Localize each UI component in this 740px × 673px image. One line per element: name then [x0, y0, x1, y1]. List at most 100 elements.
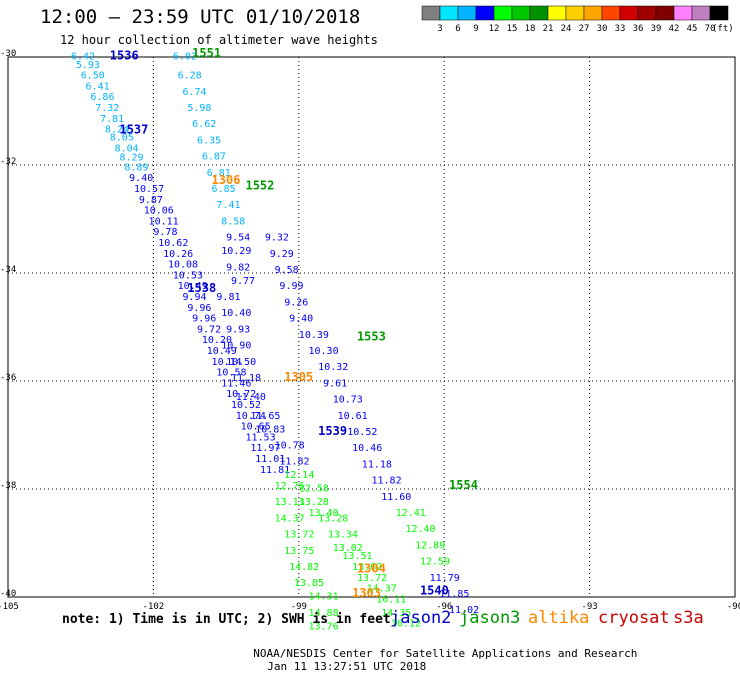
swh-point: 6.85: [212, 184, 236, 195]
y-tick-label: -34: [0, 265, 16, 275]
axes: -105 -102 -99 -96 -93 -90 -30 -32 -34 -36 -38 -40: [0, 49, 740, 612]
colorbar-swatch: [691, 5, 711, 21]
swh-point: 11.97: [250, 443, 280, 454]
plot-frame: [7, 56, 736, 598]
colorbar-label: 9: [473, 24, 478, 34]
x-tick-label: -102: [143, 602, 165, 612]
colorbar-swatch: [439, 5, 459, 21]
colorbar-label: 24: [561, 24, 572, 34]
swh-point: 5.98: [187, 103, 211, 114]
pass-number-label: 1305: [284, 370, 313, 384]
y-tick-label: -30: [0, 49, 16, 59]
swh-point: 10.62: [158, 238, 188, 249]
colorbar-label: 6: [455, 24, 460, 34]
legend-jason2: jason2: [390, 608, 452, 628]
swh-point: 11.40: [236, 392, 266, 403]
colorbar-swatch: [655, 5, 675, 21]
swh-point: 10.49: [178, 281, 208, 292]
swh-point: 9.77: [231, 276, 255, 287]
pass-number-label: 1536: [110, 49, 139, 63]
swh-point: 5.93: [76, 60, 100, 71]
swh-point: 11.01: [255, 454, 285, 465]
colorbar-swatch: [547, 5, 567, 21]
x-tick-label: -105: [0, 602, 19, 612]
y-tick-label: -36: [0, 373, 16, 383]
x-tick-label: -99: [291, 602, 307, 612]
pass-number-label: 1304: [357, 562, 386, 576]
swh-point: 12.14: [284, 470, 314, 481]
colorbar-swatch: [673, 5, 693, 21]
y-tick-label: -38: [0, 481, 16, 491]
legend-altika: altika: [528, 608, 590, 628]
swh-point: 9.40: [129, 173, 153, 184]
swh-point: 10.11: [149, 216, 179, 227]
swh-point: 10.20: [202, 335, 232, 346]
swh-point: 10.30: [308, 346, 338, 357]
swh-point: 13.28: [318, 513, 348, 524]
swh-point: 6.28: [178, 71, 202, 82]
colorbar-label: 21: [543, 24, 554, 34]
swh-point: 11.60: [381, 492, 411, 503]
swh-point: 8.89: [124, 162, 148, 173]
y-tick-label: -32: [0, 157, 16, 167]
swh-point: 6.87: [202, 152, 226, 163]
colorbar-label: 15: [507, 24, 518, 34]
swh-point: 10.74: [236, 411, 266, 422]
colorbar: 3 6 9 12 15 18 21 24 27 30 33 36 39 42 45 70(ft): [421, 5, 734, 34]
swh-point: 6.35: [197, 135, 221, 146]
note-text: note: 1) Time is in UTC; 2) SWH is in fe…: [62, 612, 391, 627]
swh-point: 12.89: [415, 540, 445, 551]
swh-point: 10.72: [226, 389, 256, 400]
swh-point: 10.61: [338, 411, 368, 422]
colorbar-swatch: [493, 5, 513, 21]
swh-point: 13.75: [284, 546, 314, 557]
swh-point: 11.53: [245, 432, 275, 443]
swh-point: 8.24: [105, 125, 129, 136]
colorbar-swatch: [511, 5, 531, 21]
swh-point: 8.04: [115, 144, 139, 155]
data-points: 6.425.936.506.416.867.327.818.248.058.04…: [71, 52, 479, 633]
swh-point: 13.62: [352, 562, 382, 573]
swh-point: 9.26: [284, 297, 308, 308]
swh-point: 9.29: [270, 249, 294, 260]
x-tick-label: -90: [727, 602, 740, 612]
swh-point: 9.61: [323, 378, 347, 389]
swh-point: 11.81: [260, 465, 290, 476]
swh-point: 9.40: [289, 314, 313, 325]
swh-point: 13.72: [357, 573, 387, 584]
swh-point: 6.74: [182, 87, 206, 98]
swh-point: 16.12: [391, 619, 421, 630]
swh-point: 10.06: [144, 206, 174, 217]
swh-point: 10.40: [221, 308, 251, 319]
swh-point: 13.02: [333, 543, 363, 554]
swh-point: 8.05: [110, 133, 134, 144]
colorbar-label: 12: [489, 24, 500, 34]
swh-point: 9.94: [182, 292, 206, 303]
swh-point: 11.65: [250, 411, 280, 422]
colorbar-label: 42: [669, 24, 680, 34]
pass-number-label: 1306: [212, 173, 241, 187]
colorbar-swatch: [637, 5, 657, 21]
colorbar-swatch: [529, 5, 549, 21]
credit-line: NOAA/NESDIS Center for Satellite Applica…: [240, 634, 637, 673]
swh-point: 10.14: [212, 357, 242, 368]
pass-number-label: 1539: [318, 424, 347, 438]
swh-point: 9.87: [139, 195, 163, 206]
pass-labels: 1536 1537 1538 1539 1540 1551 1552 1553 1554 1306…: [110, 46, 478, 600]
swh-point: 11.85: [439, 589, 469, 600]
colorbar-swatch: [565, 5, 585, 21]
pass-number-label: 1551: [192, 46, 221, 60]
swh-point: 13.51: [342, 551, 372, 562]
swh-point: 14.37: [275, 513, 305, 524]
swh-point: 10.78: [275, 441, 305, 452]
swh-point: 11.82: [279, 457, 309, 468]
swh-point: 10.26: [163, 249, 193, 260]
colorbar-swatch: [709, 5, 729, 21]
swh-point: 7.81: [100, 114, 124, 125]
generated-timestamp: Jan 11 13:27:51 UTC 2018: [267, 660, 427, 673]
swh-point: 10.08: [168, 260, 198, 271]
swh-point: 12.40: [405, 524, 435, 535]
swh-point: 10.50: [226, 357, 256, 368]
colorbar-label: 70: [705, 24, 716, 34]
